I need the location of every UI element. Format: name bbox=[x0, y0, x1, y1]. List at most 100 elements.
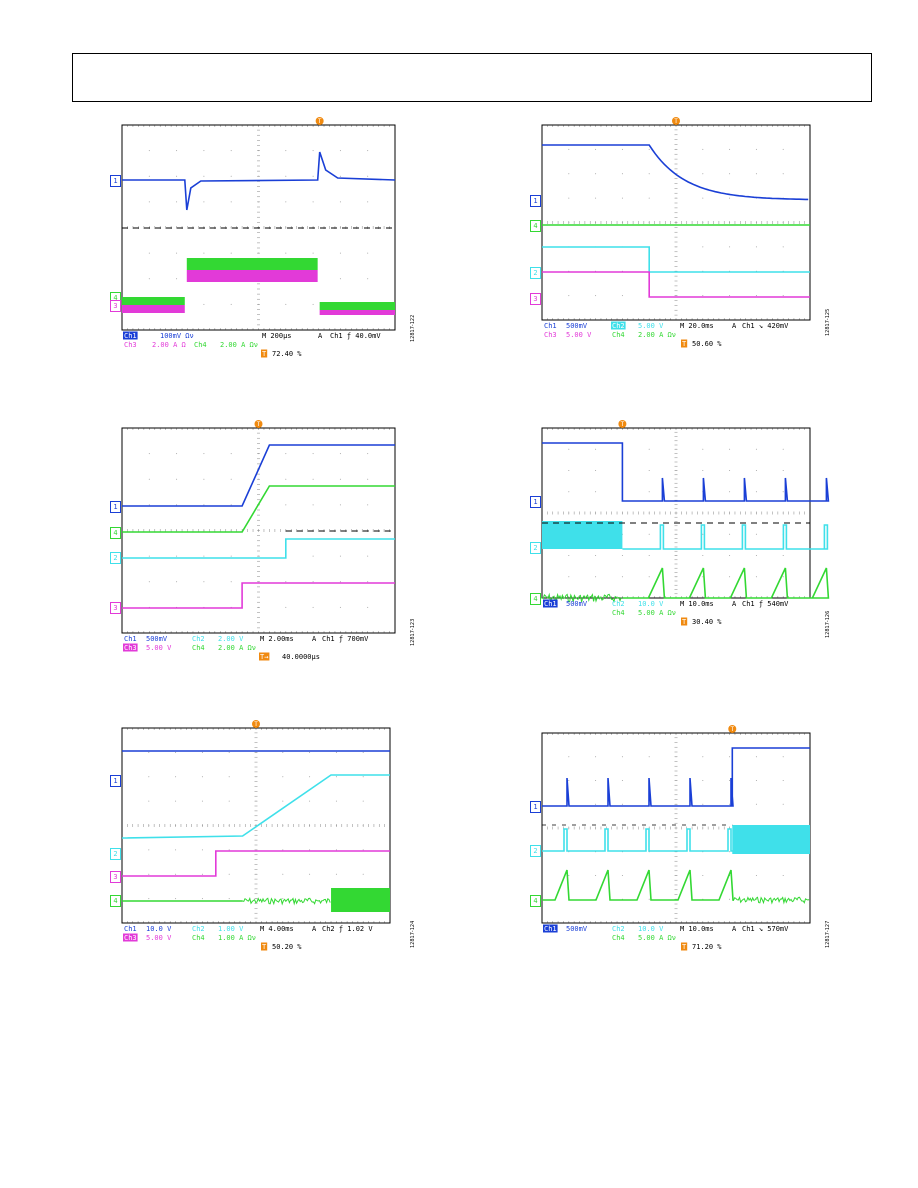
status-text: Ch2 bbox=[192, 925, 205, 933]
trigger-marker: T bbox=[672, 117, 680, 125]
status-text: Ch2 bbox=[612, 322, 625, 330]
channel-marker-1: 1 bbox=[110, 175, 121, 187]
channel-marker-2: 2 bbox=[110, 848, 121, 860]
status-text: 50.60 % bbox=[692, 340, 722, 348]
ch4-trace bbox=[542, 869, 734, 901]
trigger-marker: T bbox=[254, 420, 263, 428]
status-text: A bbox=[318, 332, 323, 340]
status-text: T bbox=[262, 943, 267, 951]
ch3-trace bbox=[122, 850, 390, 877]
oscilloscope-capture-4: T Ch1 500mV Ch2 10.0 V M 10.0ms A Ch1 ƒ 540mV Ch… bbox=[541, 420, 830, 634]
status-text: T→ bbox=[260, 653, 268, 661]
ch1-trace bbox=[122, 444, 395, 507]
trigger-marker: T bbox=[252, 720, 260, 728]
channel-marker-4: 4 bbox=[530, 895, 541, 907]
status-text: 40.0000μs bbox=[282, 653, 320, 661]
ch4-trace bbox=[622, 567, 830, 599]
status-highlight bbox=[681, 617, 688, 626]
status-text: 50.20 % bbox=[272, 943, 302, 951]
status-text: 5.00 A Ων bbox=[638, 609, 676, 617]
channel-marker-2: 2 bbox=[530, 845, 541, 857]
channel-marker-4: 4 bbox=[530, 220, 541, 232]
oscilloscope-capture-3: T Ch1 500mV Ch2 2.00 V M 2.00ms A Ch1 ƒ 700mV Ch… bbox=[121, 420, 396, 669]
trigger-marker-label: T bbox=[730, 726, 734, 733]
status-text: T bbox=[262, 350, 267, 358]
status-highlight bbox=[261, 942, 268, 951]
status-text: Ch2 bbox=[192, 635, 205, 643]
ch2-trace bbox=[122, 538, 395, 559]
status-text: 5.00 V bbox=[146, 644, 172, 652]
status-text: 5.00 V bbox=[566, 331, 592, 339]
status-text: 1.00 A Ων bbox=[218, 934, 256, 942]
status-text: T bbox=[682, 618, 687, 626]
figure-id: 12817-124 bbox=[410, 920, 416, 948]
channel-marker-4: 4 bbox=[110, 895, 121, 907]
status-text: Ch2 bbox=[612, 925, 625, 933]
channel-marker-1: 1 bbox=[530, 195, 541, 207]
trigger-marker: T bbox=[618, 420, 627, 428]
channel-marker-3: 3 bbox=[110, 602, 121, 614]
status-highlight bbox=[123, 331, 138, 340]
ch4-trace bbox=[186, 258, 318, 270]
page-header-box bbox=[72, 53, 872, 102]
ch4-trace-low-after bbox=[319, 302, 395, 310]
channel-marker-3: 3 bbox=[110, 871, 121, 883]
status-text: 72.40 % bbox=[272, 350, 302, 358]
status-highlight bbox=[681, 942, 688, 951]
ch4-trace-low bbox=[122, 297, 185, 305]
status-highlight bbox=[543, 599, 558, 608]
status-text: 500mV bbox=[146, 635, 168, 643]
status-text: 2.00 A Ων bbox=[638, 331, 676, 339]
channel-marker-1: 1 bbox=[530, 496, 541, 508]
status-text: 10.0 V bbox=[638, 925, 664, 933]
channel-marker-2: 2 bbox=[110, 552, 121, 564]
status-text: M 4.00ms bbox=[260, 925, 294, 933]
scope-screen: T Ch1 10.0 V Ch2 1.00 V M 4.00ms A Ch2 ƒ 1.02 V… bbox=[121, 720, 391, 951]
status-text: 1.00 V bbox=[218, 925, 244, 933]
status-text: 5.00 V bbox=[638, 322, 664, 330]
status-text: Ch1 ↘ 420mV bbox=[742, 322, 789, 330]
status-text: Ch1 ƒ 540mV bbox=[742, 600, 789, 608]
status-text: 2.00 A Ων bbox=[218, 644, 256, 652]
channel-marker-2: 2 bbox=[530, 542, 541, 554]
ch2-trace bbox=[121, 774, 390, 839]
status-text: 10.0 V bbox=[638, 600, 664, 608]
status-highlight bbox=[123, 933, 138, 942]
scope-screen: T Ch1 500mV Ch2 2.00 V M 2.00ms A Ch1 ƒ 700mV Ch… bbox=[121, 420, 396, 661]
trigger-marker: T bbox=[728, 725, 737, 733]
status-text: M 200μs bbox=[262, 332, 292, 340]
status-text: 5.00 V bbox=[146, 934, 172, 942]
trigger-marker-label: T bbox=[254, 721, 258, 728]
status-text: M 2.00ms bbox=[260, 635, 294, 643]
status-text: Ch4 bbox=[612, 934, 625, 942]
channel-marker-3: 3 bbox=[110, 300, 121, 312]
status-text: M 10.0ms bbox=[680, 600, 714, 608]
channel-marker-4: 4 bbox=[530, 593, 541, 605]
ch3-trace bbox=[542, 271, 810, 298]
figure-id: 12817-126 bbox=[825, 610, 831, 638]
graticule bbox=[541, 427, 811, 599]
ch3-trace-low-after bbox=[319, 310, 395, 315]
status-text: 30.40 % bbox=[692, 618, 722, 626]
status-text: Ch4 bbox=[612, 609, 625, 617]
oscilloscope-capture-2: T Ch1 500mV Ch2 5.00 V M 20.0ms A Ch1 ↘ 420mV Ch… bbox=[541, 117, 811, 356]
status-text: Ch4 bbox=[612, 331, 625, 339]
status-text: 71.20 % bbox=[692, 943, 722, 951]
ch2-trace bbox=[542, 246, 810, 273]
figure-id: 12817-122 bbox=[410, 314, 416, 342]
channel-marker-2: 2 bbox=[530, 267, 541, 279]
scope-screen: T Ch1 500mV Ch2 10.0 V M 10.0ms A Ch1 ↘ 570mV Ch… bbox=[541, 725, 811, 951]
status-text: Ch3 bbox=[544, 331, 557, 339]
channel-marker-1: 1 bbox=[530, 801, 541, 813]
status-highlight bbox=[681, 339, 688, 348]
figure-id: 12817-125 bbox=[825, 308, 831, 336]
channel-marker-3: 3 bbox=[530, 293, 541, 305]
status-text: 500mV bbox=[566, 322, 588, 330]
status-text: A bbox=[312, 925, 317, 933]
scope-screen: T Ch1 100mV Ων M 200μs A Ch1 ƒ 40.0mV Ch3 2.00 … bbox=[121, 117, 396, 358]
status-text: 500mV bbox=[566, 925, 588, 933]
status-highlight bbox=[543, 924, 558, 933]
status-text: Ch4 bbox=[194, 341, 207, 349]
scope-screen: T Ch1 500mV Ch2 5.00 V M 20.0ms A Ch1 ↘ 420mV Ch… bbox=[541, 117, 811, 348]
status-text: Ch3 bbox=[124, 934, 137, 942]
